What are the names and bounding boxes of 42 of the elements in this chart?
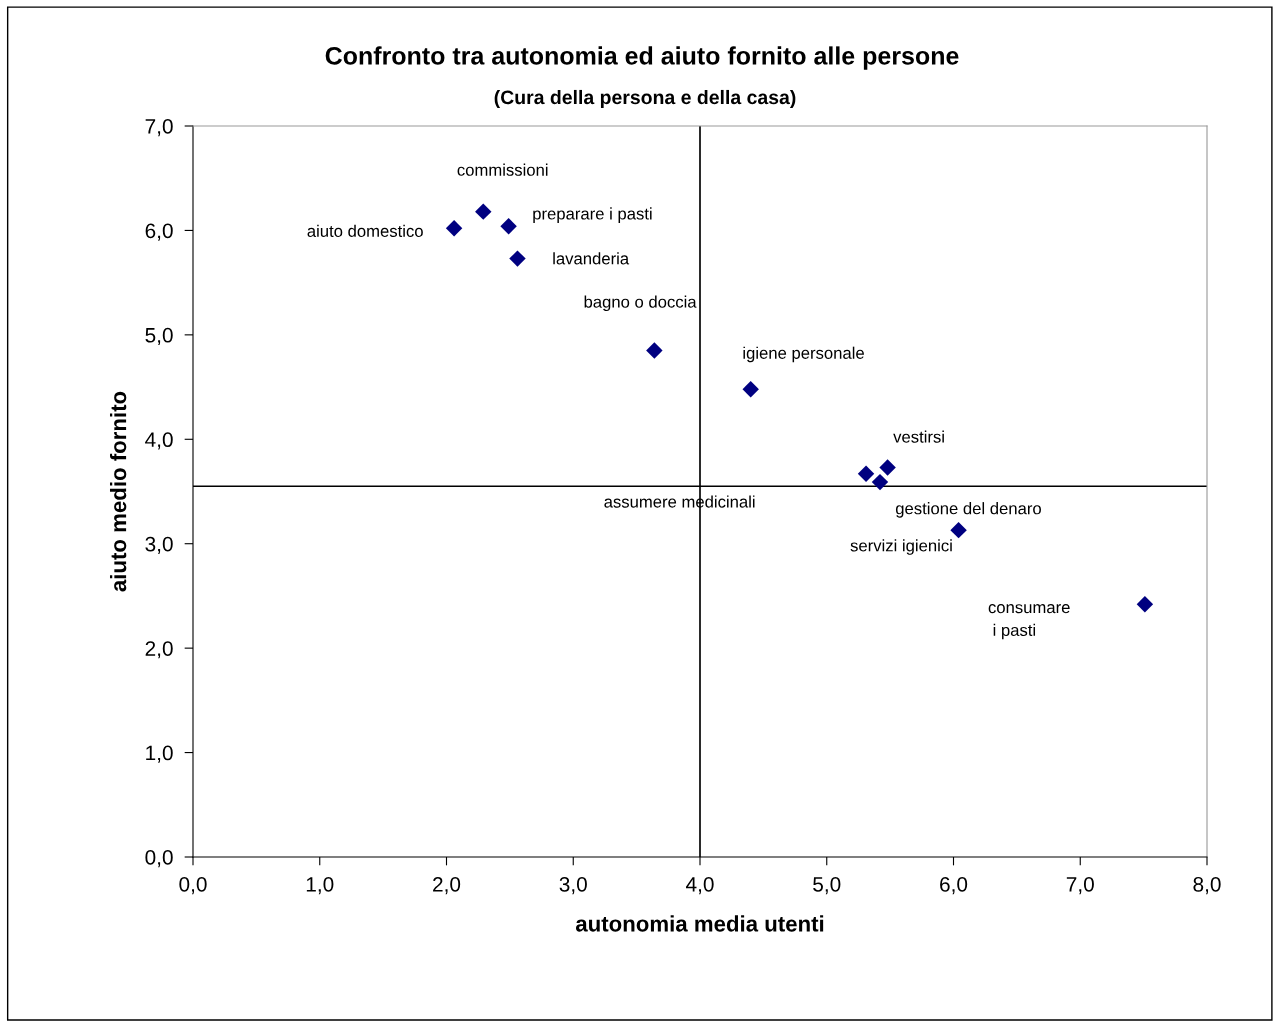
y-tick-label: 6,0: [145, 223, 173, 241]
point: [950, 521, 967, 539]
x-tick-label: 1,0: [306, 876, 334, 895]
annotation: preparare i pasti: [533, 207, 652, 223]
x-axis-title: autonomia media utenti: [575, 915, 824, 932]
annotation: aiuto domestico: [307, 224, 423, 237]
point: [509, 250, 526, 267]
annotation: vestirsi: [893, 430, 944, 443]
annotation: igiene personale: [743, 346, 864, 363]
x-tick-label: 5,0: [813, 876, 841, 895]
point: [871, 473, 889, 491]
y-tick-label: 7,0: [145, 119, 173, 137]
point: [742, 380, 759, 398]
point: [1136, 596, 1154, 613]
y-tick-label: 5,0: [145, 327, 173, 346]
x-tick-label: 0,0: [179, 876, 207, 895]
annotation: gestione del denaro: [895, 502, 1041, 518]
chart-subtitle: (Cura della persona e della casa): [494, 89, 796, 109]
annotation: commissioni: [457, 163, 548, 176]
x-tick-label: 2,0: [433, 876, 461, 895]
x-tick-label: 6,0: [940, 876, 968, 895]
annotation: consumare i pasti: [988, 604, 1070, 640]
point: [879, 459, 896, 476]
point: [646, 342, 663, 359]
y-tick-label: 0,0: [145, 850, 173, 868]
x-tick-label: 4,0: [686, 876, 714, 895]
point: [857, 465, 875, 482]
annotation: servizi igienici: [850, 539, 952, 555]
x-tick-label: 8,0: [1193, 876, 1221, 895]
y-tick-label: 1,0: [146, 745, 173, 763]
y-tick-label: 2,0: [145, 641, 173, 659]
chart-title: Confronto tra autonomia ed aiuto fornito alle persone: [325, 46, 959, 70]
y-axis-title: aiuto medio fornito: [109, 391, 127, 592]
x-tick-label: 3,0: [559, 876, 587, 895]
x-tick-label: 7,0: [1066, 876, 1094, 895]
point: [445, 220, 463, 237]
annotation: bagno o doccia: [584, 295, 697, 312]
y-tick-label: 3,0: [145, 536, 173, 554]
point: [475, 203, 492, 220]
annotation: lavanderia: [553, 252, 630, 265]
y-tick-label: 4,0: [145, 432, 173, 450]
point: [500, 218, 517, 235]
